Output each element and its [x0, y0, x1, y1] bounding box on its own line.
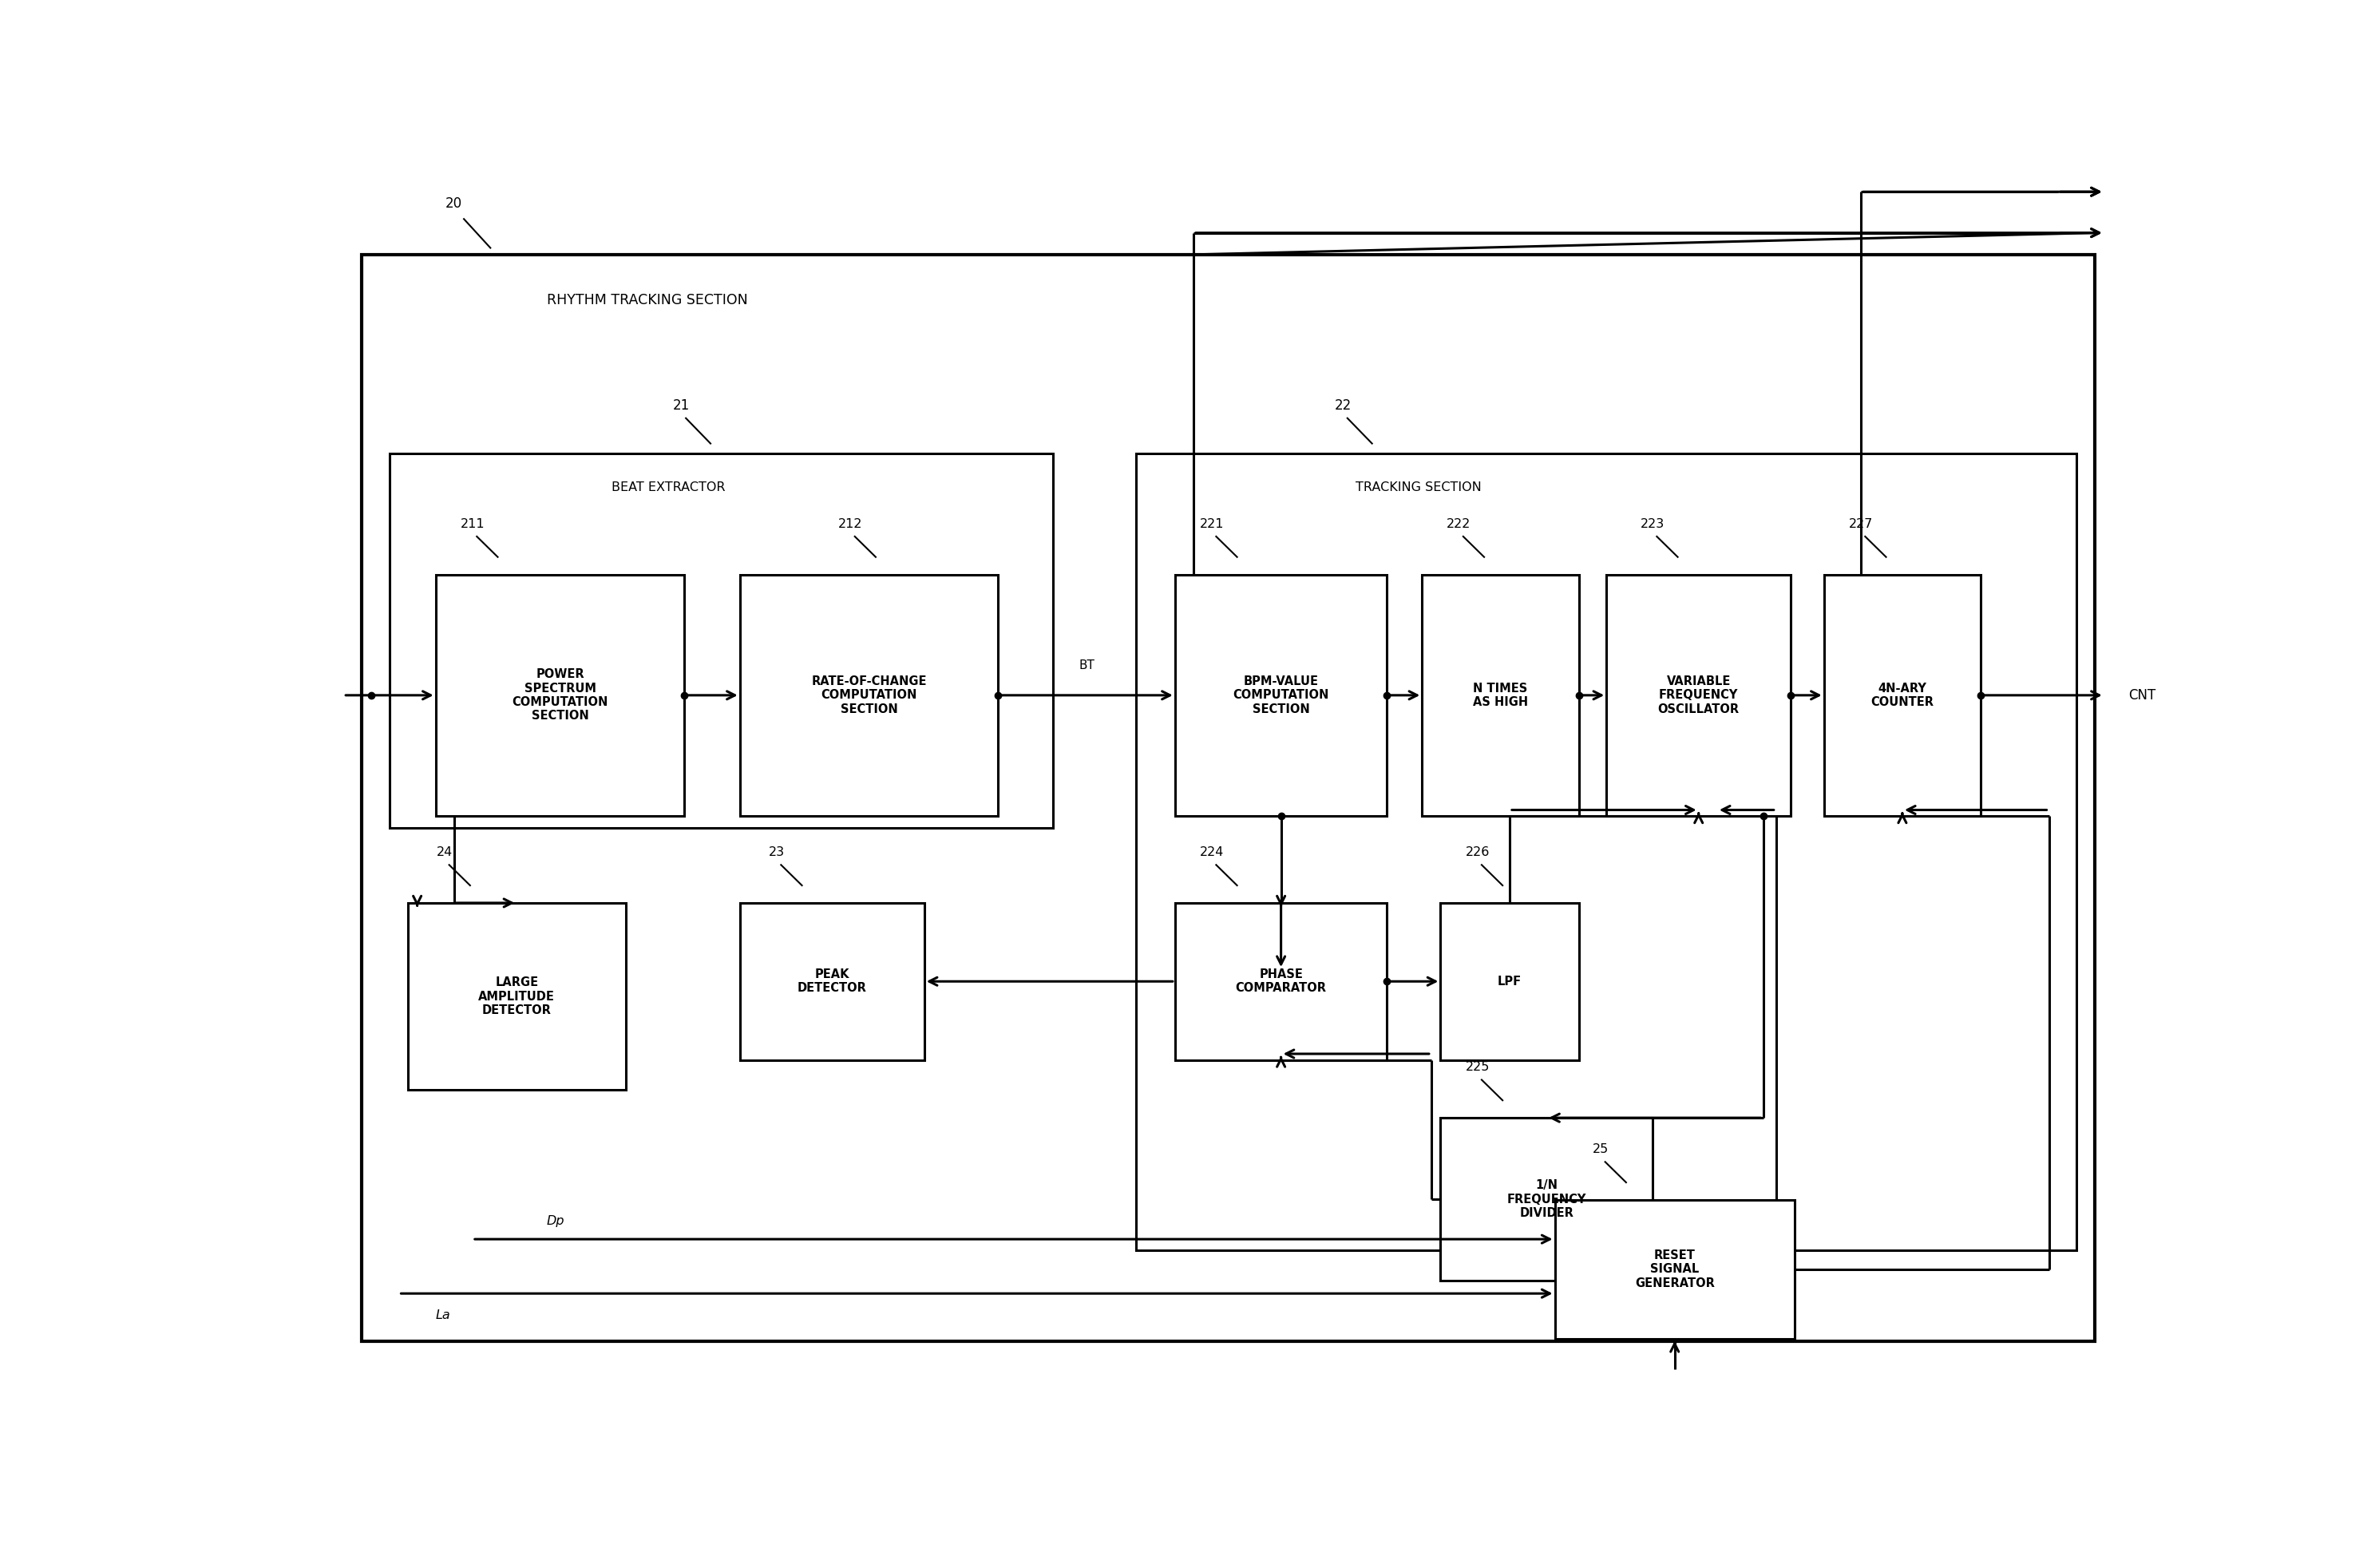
Text: PEAK
DETECTOR: PEAK DETECTOR — [797, 969, 866, 994]
Text: La: La — [435, 1309, 450, 1322]
Text: VARIABLE
FREQUENCY
OSCILLATOR: VARIABLE FREQUENCY OSCILLATOR — [1658, 676, 1739, 715]
Text: 226: 226 — [1465, 847, 1489, 858]
Text: LPF: LPF — [1499, 975, 1523, 988]
Text: 212: 212 — [837, 517, 864, 530]
Bar — [740, 903, 923, 1060]
Text: 227: 227 — [1848, 517, 1872, 530]
Text: RESET
SIGNAL
GENERATOR: RESET SIGNAL GENERATOR — [1634, 1250, 1715, 1289]
Text: 225: 225 — [1465, 1062, 1489, 1073]
Text: 1/N
FREQUENCY
DIVIDER: 1/N FREQUENCY DIVIDER — [1506, 1179, 1587, 1220]
Bar — [1825, 574, 1982, 815]
Text: 221: 221 — [1199, 517, 1225, 530]
Text: 24: 24 — [438, 847, 452, 858]
Bar — [1137, 453, 2077, 1251]
Text: Dp: Dp — [547, 1215, 564, 1228]
Text: LARGE
AMPLITUDE
DETECTOR: LARGE AMPLITUDE DETECTOR — [478, 977, 554, 1016]
Text: 25: 25 — [1594, 1143, 1608, 1156]
Text: PHASE
COMPARATOR: PHASE COMPARATOR — [1235, 969, 1327, 994]
Text: BPM-VALUE
COMPUTATION
SECTION: BPM-VALUE COMPUTATION SECTION — [1232, 676, 1330, 715]
Text: RATE-OF-CHANGE
COMPUTATION
SECTION: RATE-OF-CHANGE COMPUTATION SECTION — [811, 676, 925, 715]
Text: RHYTHM TRACKING SECTION: RHYTHM TRACKING SECTION — [547, 293, 747, 307]
Bar — [1442, 903, 1580, 1060]
Bar — [1442, 1118, 1653, 1281]
Text: 22: 22 — [1335, 398, 1351, 412]
Text: 4N-ARY
COUNTER: 4N-ARY COUNTER — [1870, 682, 1934, 709]
Text: 224: 224 — [1199, 847, 1223, 858]
Bar — [1175, 574, 1387, 815]
Text: 222: 222 — [1446, 517, 1470, 530]
Text: BEAT EXTRACTOR: BEAT EXTRACTOR — [611, 481, 726, 494]
Bar — [1175, 903, 1387, 1060]
Text: 211: 211 — [459, 517, 485, 530]
Text: TRACKING SECTION: TRACKING SECTION — [1356, 481, 1482, 494]
Text: 223: 223 — [1642, 517, 1665, 530]
Bar — [1606, 574, 1791, 815]
Bar — [390, 453, 1054, 828]
Text: 21: 21 — [673, 398, 690, 412]
Bar — [1556, 1200, 1794, 1339]
Text: POWER
SPECTRUM
COMPUTATION
SECTION: POWER SPECTRUM COMPUTATION SECTION — [511, 668, 609, 723]
Bar — [435, 574, 685, 815]
Text: CNT: CNT — [2129, 688, 2155, 702]
Text: BT: BT — [1078, 659, 1094, 671]
Bar — [1423, 574, 1580, 815]
Bar — [740, 574, 999, 815]
Text: N TIMES
AS HIGH: N TIMES AS HIGH — [1473, 682, 1527, 709]
Bar — [409, 903, 626, 1090]
Text: 20: 20 — [445, 196, 462, 212]
Text: 23: 23 — [768, 847, 785, 858]
